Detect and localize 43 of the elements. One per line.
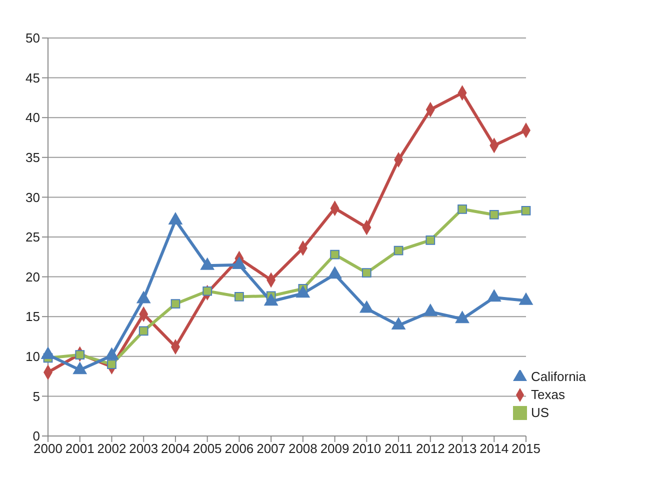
point — [489, 210, 499, 220]
point — [170, 299, 180, 309]
x-tick-label: 2015 — [512, 441, 540, 456]
y-tick-label: 15 — [26, 309, 40, 324]
x-tick-label: 2007 — [256, 441, 286, 456]
x-tick-label: 2001 — [65, 441, 94, 456]
point — [426, 236, 436, 245]
point — [458, 204, 467, 214]
point — [362, 268, 372, 278]
point — [75, 350, 85, 360]
y-tick-label: 35 — [26, 150, 40, 166]
x-tick-label: 2014 — [480, 441, 509, 456]
y-tick-label: 5 — [32, 388, 40, 404]
x-tick-label: 2008 — [288, 441, 318, 456]
x-tick-label: 2012 — [416, 441, 445, 456]
point — [394, 246, 404, 256]
y-tick-label: 0 — [32, 428, 40, 444]
x-tick-label: 2013 — [448, 441, 477, 456]
y-tick-label: 10 — [26, 349, 40, 364]
y-tick-label: 45 — [26, 70, 40, 86]
x-tick-label: 2002 — [97, 441, 126, 456]
point — [234, 292, 244, 302]
x-tick-label: 2003 — [129, 441, 158, 456]
x-tick-label: 2000 — [34, 441, 62, 456]
point — [521, 206, 531, 216]
point — [138, 326, 148, 336]
x-tick-label: 2006 — [224, 441, 254, 456]
y-tick-label: 30 — [26, 190, 40, 205]
y-tick-label: 20 — [26, 269, 40, 284]
point — [107, 360, 116, 370]
y-tick-label: 50 — [26, 30, 40, 46]
point — [330, 250, 340, 260]
point — [202, 286, 212, 296]
x-tick-label: 2011 — [384, 441, 413, 456]
y-tick-label: 40 — [26, 110, 40, 126]
legend-label: California — [531, 369, 586, 384]
x-tick-label: 2009 — [320, 441, 350, 456]
y-tick-label: 25 — [26, 230, 40, 245]
legend-label: US — [531, 405, 550, 420]
legend-label: Texas — [531, 387, 565, 402]
x-tick-label: 2010 — [352, 441, 382, 456]
x-tick-label: 2005 — [192, 441, 222, 456]
x-tick-label: 2004 — [161, 441, 190, 456]
